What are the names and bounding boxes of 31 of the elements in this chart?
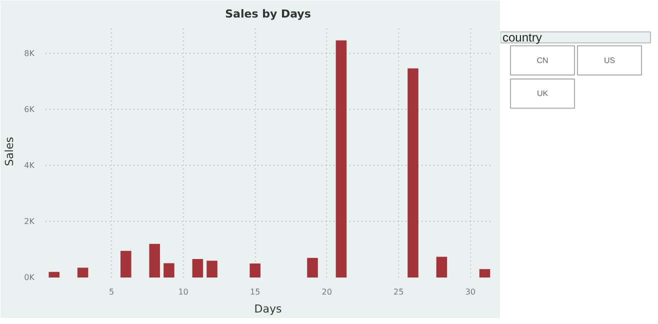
x-tick-label: 15	[250, 288, 260, 296]
bar	[307, 258, 318, 278]
x-tick-label: 5	[108, 288, 114, 296]
y-axis-title: Sales	[3, 136, 16, 166]
x-tick-label: 20	[322, 288, 332, 296]
x-tick-label: 30	[465, 288, 476, 296]
bar	[436, 256, 448, 278]
bar	[120, 250, 132, 278]
bar	[164, 263, 174, 278]
bar	[192, 259, 204, 278]
bar	[250, 264, 260, 278]
y-tick-label: 6K	[24, 105, 36, 114]
text: CN	[536, 56, 548, 65]
text: US	[604, 56, 616, 65]
text: country	[502, 30, 542, 44]
text: UK	[536, 89, 549, 98]
bar	[206, 260, 218, 278]
x-tick-label: 10	[178, 288, 188, 296]
chart-title: Sales by Days	[225, 8, 312, 20]
y-tick-label: 0K	[24, 273, 36, 282]
bar	[149, 244, 160, 278]
y-tick-label: 2K	[24, 217, 36, 226]
bar	[336, 40, 347, 278]
y-tick-label: 4K	[24, 161, 36, 170]
bar	[77, 268, 88, 278]
y-tick-label: 8K	[24, 49, 36, 58]
x-tick-label: 25	[394, 288, 404, 296]
bar	[479, 269, 490, 278]
bar	[408, 68, 418, 278]
bar	[48, 272, 60, 278]
x-axis-title: Days	[254, 302, 282, 316]
